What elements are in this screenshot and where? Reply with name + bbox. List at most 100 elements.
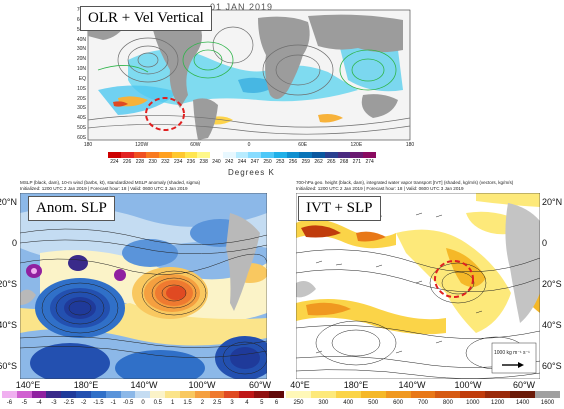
olr-colorbar-label: 268 — [339, 159, 349, 165]
slp-colorbar-swatch — [224, 391, 240, 398]
olr-colorbar-swatch — [235, 152, 249, 158]
olr-colorbar-swatch — [248, 152, 261, 158]
slp-colorbar-swatch — [2, 391, 17, 398]
slp-colorbar-label: -6 — [6, 400, 13, 406]
olr-lon-label: 120E — [350, 142, 363, 148]
ivt-highlight-circle — [434, 260, 474, 298]
olr-map — [87, 9, 411, 141]
olr-panel-title: OLR + Vel Vertical — [80, 6, 212, 31]
slp-lat-label: 60°S — [0, 361, 17, 371]
slp-colorbar-swatch — [120, 391, 136, 398]
olr-colorbar-label: 253 — [276, 159, 285, 165]
slp-lon-label: 60°W — [248, 380, 272, 390]
slp-lon-label: 140°W — [130, 380, 158, 390]
olr-lat-label: 10S — [77, 85, 86, 92]
olr-colorbar-swatch — [210, 152, 223, 158]
slp-lat-label: 40°S — [0, 320, 17, 330]
olr-lon-label: 180 — [405, 142, 415, 148]
ivt-vector-scale: 1000 kg m⁻¹ s⁻¹ — [494, 350, 530, 356]
ivt-lat-label: 20°S — [542, 279, 562, 289]
ivt-map — [296, 193, 540, 379]
ivt-colorbar-label: 1400 — [515, 400, 530, 406]
ivt-panel-title: IVT + SLP — [298, 196, 381, 221]
slp-colorbar-swatch — [209, 391, 225, 398]
olr-date: 01 JAN 2019 — [210, 2, 274, 12]
olr-colorbar-label: 247 — [250, 159, 259, 165]
slp-colorbar-label: 2.5 — [213, 400, 222, 406]
olr-lat-label: EQ — [78, 75, 86, 82]
ivt-colorbar-swatch — [360, 391, 386, 398]
slp-colorbar-label: -3 — [51, 400, 57, 406]
slp-colorbar-label: -0.5 — [122, 400, 134, 406]
olr-highlight-circle — [145, 97, 185, 131]
ivt-colorbar-label: 250 — [293, 400, 304, 406]
olr-colorbar-label: 228 — [135, 159, 145, 165]
slp-colorbar-swatch — [135, 391, 151, 398]
slp-colorbar-label: 6 — [274, 400, 279, 406]
slp-colorbar-swatch — [46, 391, 62, 398]
olr-colorbar-label: 256 — [288, 159, 298, 165]
ivt-colorbar-label: 1600 — [540, 400, 555, 406]
olr-colorbar-label: 236 — [186, 159, 196, 165]
ivt-colorbar-label: 500 — [368, 400, 379, 406]
slp-colorbar-label: -5 — [21, 400, 27, 406]
olr-colorbar-label: 230 — [148, 159, 157, 165]
slp-colorbar-swatch — [165, 391, 180, 398]
ivt-header-line1: 700-hPa geo. height (black, dam), integr… — [296, 180, 514, 185]
olr-colorbar-swatch — [299, 152, 312, 158]
slp-colorbar-swatch — [254, 391, 269, 398]
ivt-lon-label: 60°W — [512, 380, 536, 390]
slp-map — [20, 193, 267, 379]
slp-lon-label: 180°E — [73, 380, 99, 390]
olr-panel: 70N60N50N40N30N20N10NEQ10S20S30S40S50S60… — [58, 0, 416, 165]
slp-colorbar-swatch — [194, 391, 210, 398]
olr-lat-label: 50S — [77, 125, 86, 132]
ivt-lon-label: 140°W — [398, 380, 426, 390]
olr-colorbar-swatch — [197, 152, 210, 158]
ivt-colorbar-label: 1200 — [491, 400, 505, 406]
olr-colorbar-swatch — [261, 152, 274, 158]
olr-units: Degrees K — [228, 168, 275, 177]
olr-colorbar-swatch — [159, 152, 172, 158]
olr-lon-label: 180 — [83, 142, 93, 148]
olr-colorbar-label: 224 — [110, 159, 119, 165]
ivt-header-line2: Initialized: 1200 UTC 2 Jan 2019 | Forec… — [296, 186, 464, 191]
slp-lon-label: 140°E — [15, 380, 41, 390]
slp-colorbar-label: 3 — [230, 400, 234, 406]
ivt-lon-label: 180°E — [343, 380, 369, 390]
ivt-colorbar-label: 700 — [417, 400, 429, 406]
slp-header-line2: Initialized: 1200 UTC 2 Jan 2019 | Forec… — [20, 186, 188, 191]
olr-colorbar-label: 274 — [365, 159, 374, 165]
slp-colorbar-swatch — [179, 391, 195, 398]
olr-colorbar-label: 238 — [199, 159, 208, 165]
slp-header-line1: MSLP (black, dam), 10-m wind (barbs, kt)… — [20, 180, 201, 185]
olr-lat-label: 40S — [77, 115, 86, 122]
slp-colorbar-label: 1.5 — [183, 400, 192, 406]
olr-colorbar-swatch — [120, 152, 134, 158]
slp-colorbar-label: -4 — [36, 400, 42, 406]
slp-lat-label: 20°N — [0, 197, 17, 207]
olr-colorbar-swatch — [171, 152, 185, 158]
olr-colorbar-swatch — [350, 152, 363, 158]
slp-colorbar-swatch — [90, 391, 106, 398]
ivt-colorbar-swatch — [286, 391, 311, 398]
slp-panel — [20, 193, 267, 379]
slp-panel-title: Anom. SLP — [28, 196, 115, 221]
ivt-colorbar-label: 1000 — [466, 400, 480, 406]
olr-lat-label: 40N — [76, 36, 86, 43]
ivt-colorbar-swatch — [460, 391, 486, 398]
slp-colorbar-label: 0 — [141, 400, 145, 406]
slp-colorbar-label: 2 — [200, 400, 205, 406]
olr-colorbar-swatch — [286, 152, 300, 158]
slp-colorbar-label: -1 — [110, 400, 116, 406]
olr-lat-label: 20N — [76, 56, 86, 63]
ivt-colorbar-label: 300 — [318, 400, 329, 406]
slp-colorbar-swatch — [61, 391, 77, 398]
slp-colorbar-label: -2.5 — [63, 400, 74, 406]
slp-colorbar-label: 1 — [171, 400, 175, 406]
olr-lon-label: 120W — [135, 142, 149, 148]
ivt-colorbar-label: 800 — [442, 400, 453, 406]
slp-lat-label: 0 — [11, 238, 17, 248]
ivt-colorbar-swatch — [535, 391, 560, 398]
slp-colorbar-label: 0.5 — [153, 400, 162, 406]
